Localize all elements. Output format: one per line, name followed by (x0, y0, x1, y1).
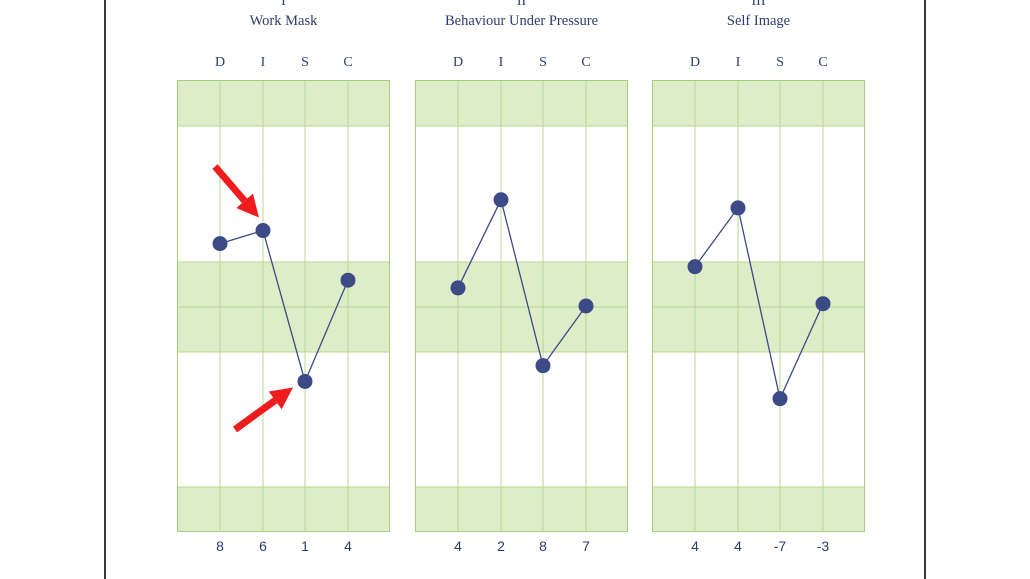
data-point-i (255, 223, 271, 239)
zone-band (415, 80, 628, 126)
series-line (219, 229, 349, 384)
category-label-d: D (690, 55, 700, 70)
data-point-s (297, 373, 313, 389)
category-label-s: S (539, 55, 547, 70)
value-label-s: -7 (774, 538, 787, 554)
zone-band (652, 487, 865, 532)
zone-band (652, 80, 865, 126)
data-point-c (340, 272, 356, 288)
arrow-shaft (232, 397, 278, 433)
category-label-d: D (215, 55, 225, 70)
annotation-arrow (212, 164, 259, 218)
page-left-edge (104, 0, 106, 579)
value-label-i: 2 (497, 538, 505, 554)
category-label-s: S (776, 55, 784, 70)
panel-title: Self Image (727, 13, 790, 29)
category-label-i: I (736, 55, 741, 70)
panel-numeral: II (517, 0, 527, 9)
value-label-i: 6 (259, 538, 267, 554)
value-label-d: 4 (454, 538, 462, 554)
panel-frame (177, 80, 390, 532)
chart-panel-2: II Behaviour Under Pressure D I S C 4 2 8 7 (415, 0, 628, 554)
panel-numeral: III (752, 0, 766, 9)
panel-numeral: I (281, 0, 286, 9)
value-label-d: 4 (691, 538, 699, 554)
value-label-i: 4 (734, 538, 742, 554)
arrow-head (236, 193, 259, 218)
chart-panel-1: I Work Mask D I S C 8 6 1 4 (177, 0, 390, 554)
series-line (694, 206, 824, 401)
category-label-i: I (261, 55, 266, 70)
category-label-c: C (343, 55, 352, 70)
data-point-c (578, 298, 594, 314)
data-point-i (730, 200, 746, 216)
panel-frame (652, 80, 865, 532)
category-label-c: C (581, 55, 590, 70)
data-point-c (815, 296, 831, 312)
panel-frame (415, 80, 628, 532)
value-label-c: -3 (817, 538, 830, 554)
arrow-head (268, 387, 293, 410)
chart-panel-3: III Self Image D I S C 4 4 -7 -3 (652, 0, 865, 554)
panel-title: Work Mask (250, 13, 318, 29)
value-label-s: 1 (301, 538, 309, 554)
zone-band (415, 487, 628, 532)
data-point-s (535, 358, 551, 374)
data-point-s (772, 391, 788, 407)
data-point-d (687, 259, 703, 275)
panel-title: Behaviour Under Pressure (445, 13, 598, 29)
category-label-s: S (301, 55, 309, 70)
zone-band (177, 487, 390, 532)
category-label-d: D (453, 55, 463, 70)
zone-band (177, 80, 390, 126)
value-label-c: 7 (582, 538, 590, 554)
value-label-c: 4 (344, 538, 352, 554)
data-point-d (212, 236, 228, 252)
data-point-i (493, 192, 509, 208)
page-right-edge (924, 0, 926, 579)
value-label-s: 8 (539, 538, 547, 554)
value-label-d: 8 (216, 538, 224, 554)
arrow-shaft (212, 164, 248, 204)
category-label-i: I (499, 55, 504, 70)
series-line (457, 197, 587, 368)
data-point-d (450, 280, 466, 296)
annotation-arrow (232, 387, 293, 433)
category-label-c: C (818, 55, 827, 70)
